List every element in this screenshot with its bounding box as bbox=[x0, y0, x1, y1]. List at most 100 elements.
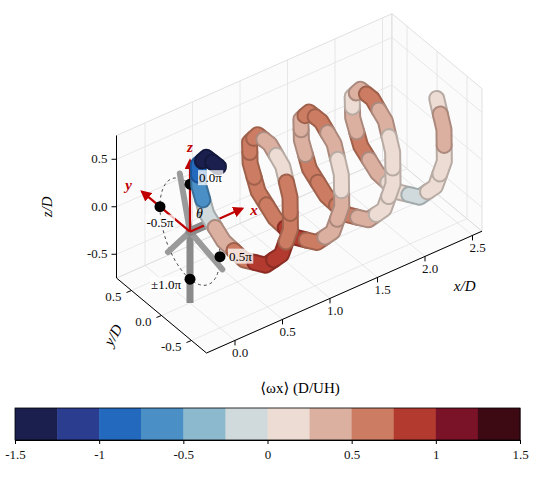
vortex-tube bbox=[389, 137, 393, 168]
blade bbox=[168, 232, 190, 252]
axis-title: z/D bbox=[39, 196, 55, 218]
tick-label: 1.5 bbox=[512, 447, 528, 462]
tick-label: -0.5 bbox=[87, 246, 108, 261]
vortex-segment bbox=[286, 182, 290, 213]
tick-label: -1 bbox=[94, 447, 105, 462]
axis-arrow-label: y bbox=[123, 177, 132, 193]
colorbar-axis: -1.5 -1 -0.5 0 0.5 1 1.5 bbox=[5, 440, 528, 462]
tick: 0 bbox=[265, 440, 272, 462]
axis-title: x/D bbox=[453, 278, 476, 294]
colorbar-bin bbox=[183, 408, 226, 440]
vortex-outline bbox=[212, 162, 218, 167]
axis-arrow-label: x bbox=[249, 202, 258, 218]
axis-title: y/D bbox=[100, 321, 126, 350]
tick-mark bbox=[15, 440, 16, 444]
tick-label: 0 bbox=[265, 447, 272, 462]
pane bbox=[117, 14, 393, 278]
colorbar-bin bbox=[394, 408, 437, 440]
colorbar-bin bbox=[310, 408, 353, 440]
tick-mark bbox=[183, 440, 184, 444]
angle-label: 0.0π bbox=[199, 170, 222, 185]
tick-mark bbox=[127, 291, 132, 293]
axis-arrow-label: z bbox=[186, 139, 193, 155]
tick: 1 bbox=[433, 440, 440, 462]
tick-label: 0.0 bbox=[232, 345, 248, 360]
tick-mark bbox=[157, 316, 162, 318]
angle-symbol: θ bbox=[196, 206, 203, 221]
colorbar-bin bbox=[436, 408, 479, 440]
axes: 0.00.51.01.52.02.5-0.50.00.5-0.50.00.5x/… bbox=[39, 136, 486, 361]
label-backdrop bbox=[145, 215, 175, 230]
tick-label: 0.0 bbox=[91, 199, 107, 214]
vortex-tube bbox=[212, 162, 218, 167]
angle-label: ±1.0π bbox=[151, 277, 181, 292]
tower bbox=[187, 232, 194, 303]
axis-arrow bbox=[142, 192, 190, 232]
tick-mark bbox=[112, 159, 117, 160]
colorbar: -1.5 -1 -0.5 0 0.5 1 1.5 ⟨ωx⟩ (D/UH) bbox=[5, 380, 528, 462]
angle-dot bbox=[185, 274, 196, 285]
colorbar-bin bbox=[57, 408, 100, 440]
vortex-tube bbox=[440, 114, 444, 145]
colorbar-frame bbox=[15, 408, 520, 440]
tick: -1.5 bbox=[5, 440, 26, 462]
colorbar-bin bbox=[15, 408, 58, 440]
tick-label: 0.5 bbox=[91, 151, 107, 166]
tick-mark bbox=[520, 440, 521, 444]
grid bbox=[117, 18, 483, 341]
colorbar-title: ⟨ωx⟩ (D/UH) bbox=[260, 380, 339, 397]
rotor-labels: 0.0π -0.5π 0.5π ±1.0π x y z θ bbox=[123, 139, 258, 292]
vortex-segment bbox=[338, 159, 342, 190]
vortex-segment bbox=[212, 162, 218, 167]
grid-line bbox=[162, 194, 438, 316]
tick-mark bbox=[352, 440, 353, 444]
tick-label: 0.5 bbox=[344, 447, 360, 462]
tick-label: 1 bbox=[433, 447, 440, 462]
tick-label: 0.5 bbox=[279, 324, 295, 339]
tick-label: 0.0 bbox=[135, 314, 151, 329]
colorbar-bin bbox=[99, 408, 142, 440]
grid-line bbox=[117, 85, 393, 207]
pane bbox=[392, 14, 482, 232]
colorbar-bin bbox=[141, 408, 184, 440]
label-backdrop bbox=[150, 277, 182, 292]
tick-label: -0.5 bbox=[174, 447, 195, 462]
tick-label: 1.5 bbox=[374, 282, 390, 297]
axis-line bbox=[207, 231, 483, 353]
vortex-outline bbox=[286, 182, 290, 213]
angle-label: 0.5π bbox=[229, 249, 252, 264]
tick-mark bbox=[268, 440, 269, 444]
colorbar-bin bbox=[225, 408, 268, 440]
vortex-segment bbox=[440, 114, 444, 145]
tick-mark bbox=[436, 440, 437, 444]
tick-label: -1.5 bbox=[5, 447, 26, 462]
axis-line bbox=[16, 441, 521, 445]
label-backdrop bbox=[228, 249, 253, 264]
grid-line bbox=[117, 132, 393, 254]
rotor bbox=[142, 160, 242, 303]
tick-label: 0.5 bbox=[105, 289, 121, 304]
grid-line bbox=[117, 37, 393, 159]
panes bbox=[117, 14, 483, 353]
tick: 0.5 bbox=[344, 440, 360, 462]
tick-label: -0.5 bbox=[161, 339, 182, 354]
colorbar-bin bbox=[268, 408, 311, 440]
colorbar-bin bbox=[478, 408, 521, 440]
vortex-outline bbox=[338, 159, 342, 190]
tick: -1 bbox=[94, 440, 105, 462]
tick-mark bbox=[99, 440, 100, 444]
vortex-tube bbox=[286, 182, 290, 213]
angle-dot bbox=[155, 201, 166, 212]
vortex-tube bbox=[338, 159, 342, 190]
chart-container: 0.00.51.01.52.02.5-0.50.00.5-0.50.00.5x/… bbox=[0, 0, 536, 483]
angle-label: -0.5π bbox=[146, 215, 174, 230]
tick-mark bbox=[112, 206, 117, 207]
vortex-outline bbox=[389, 137, 393, 168]
tick-label: 1.0 bbox=[327, 303, 343, 318]
tick: -0.5 bbox=[174, 440, 195, 462]
tick-label: 2.5 bbox=[469, 240, 485, 255]
chart-svg: 0.00.51.01.52.02.5-0.50.00.5-0.50.00.5x/… bbox=[0, 0, 536, 483]
grid-line bbox=[392, 85, 482, 160]
tick-mark bbox=[112, 254, 117, 255]
plot-marks bbox=[142, 89, 444, 303]
